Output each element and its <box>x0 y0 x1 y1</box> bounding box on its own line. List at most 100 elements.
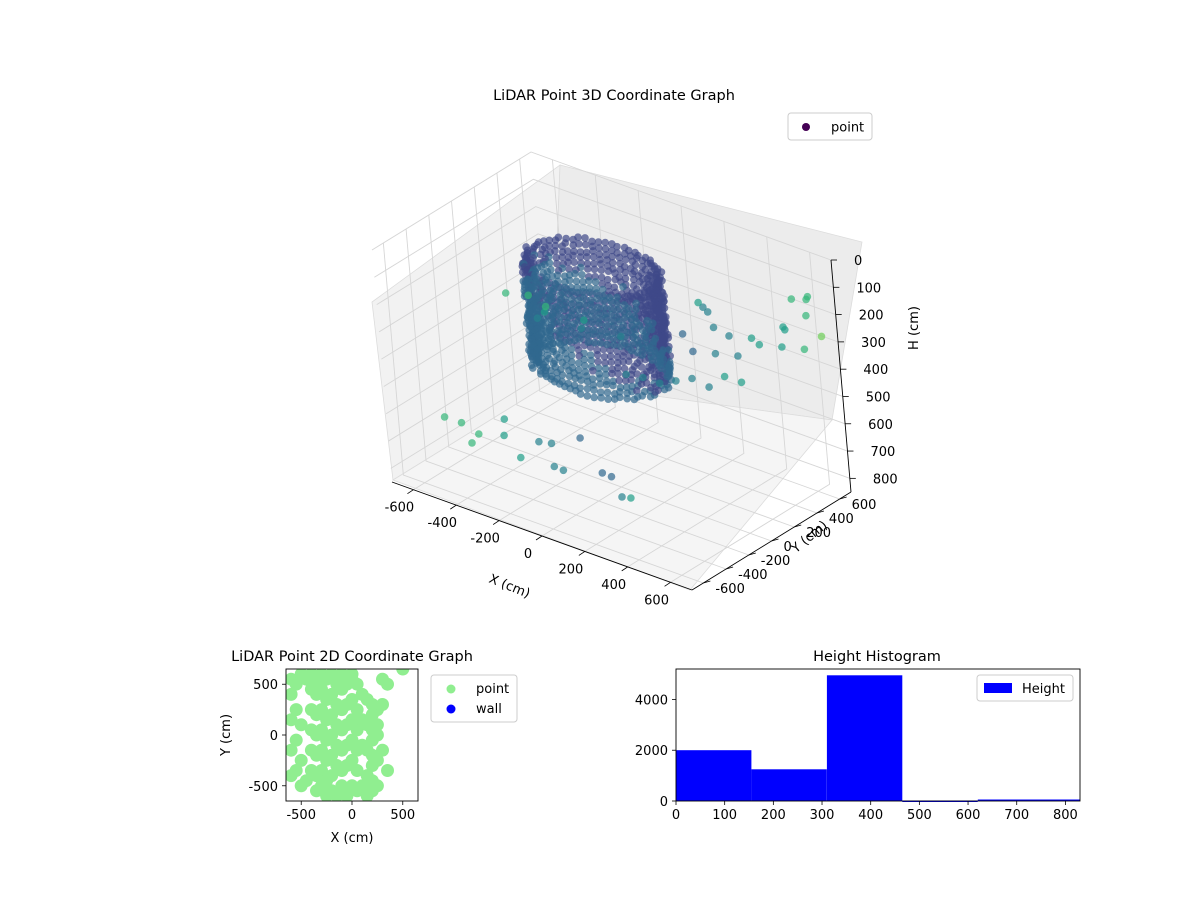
x-tick-3d <box>407 489 414 495</box>
point-3d <box>567 295 576 303</box>
point-3d <box>605 287 613 296</box>
point-3d <box>569 241 578 249</box>
point-3d <box>589 330 598 338</box>
legend-3d: point <box>787 112 873 141</box>
y-tick-label-3d: -200 <box>761 554 791 569</box>
point-3d <box>613 300 621 308</box>
z-tick-labels-3d: 0 100 200 300 400 500 600 700 800 <box>854 254 898 487</box>
x-tick-label-hist: 400 <box>858 808 883 823</box>
point-3d <box>622 255 630 264</box>
point-3d <box>581 234 589 242</box>
point-3d <box>590 338 599 347</box>
point-3d <box>577 324 586 333</box>
point-3d <box>565 265 573 273</box>
point-3d <box>628 257 637 266</box>
point-3d <box>597 260 605 268</box>
point-3d <box>755 340 764 349</box>
point-3d <box>620 250 629 258</box>
point-3d <box>664 346 673 354</box>
chart-2d-title: LiDAR Point 2D Coordinate Graph <box>231 649 473 665</box>
point-3d <box>559 466 568 475</box>
point-3d <box>618 493 626 501</box>
point-3d <box>694 298 702 307</box>
y-tick-label-3d: -600 <box>715 582 745 597</box>
point-3d <box>620 243 629 252</box>
point-2d <box>365 708 379 722</box>
point-3d <box>636 278 644 286</box>
point-3d <box>643 316 651 325</box>
legend-2d-marker-point <box>446 684 456 694</box>
point-2d <box>365 733 379 747</box>
x-tick-label-3d: -200 <box>470 532 500 547</box>
point-3d <box>699 303 707 312</box>
point-3d <box>596 332 604 340</box>
point-3d <box>602 370 610 379</box>
point-3d <box>633 370 641 378</box>
point-2d <box>294 779 308 793</box>
point-3d <box>632 299 640 308</box>
point-3d <box>501 289 510 297</box>
point-3d <box>573 288 581 297</box>
point-3d <box>593 351 602 359</box>
point-3d <box>629 333 638 341</box>
point-3d <box>616 393 624 402</box>
point-3d <box>597 273 606 282</box>
points-2d <box>286 669 410 801</box>
x-tick-label-3d: -600 <box>385 501 415 516</box>
point-3d <box>630 275 638 284</box>
point-3d <box>585 277 593 285</box>
grid-line-h <box>378 233 839 343</box>
point-3d <box>567 300 576 309</box>
point-3d <box>802 311 810 320</box>
point-2d <box>355 779 369 793</box>
point-2d <box>381 764 394 777</box>
point-3d <box>778 343 786 351</box>
point-3d <box>619 352 627 360</box>
point-3d <box>524 291 532 300</box>
point-3d <box>627 315 636 324</box>
point-3d <box>703 308 712 316</box>
point-2d <box>315 764 328 777</box>
y-tick-label-3d: -400 <box>738 568 768 583</box>
point-3d <box>709 323 718 332</box>
point-3d <box>579 278 587 286</box>
point-3d <box>570 330 578 338</box>
point-2d <box>340 789 354 801</box>
point-3d <box>576 253 585 261</box>
x-tick-3d <box>535 535 543 541</box>
point-3d <box>591 278 600 286</box>
point-2d <box>350 764 364 777</box>
x-tick-3d <box>578 551 586 556</box>
point-3d <box>647 352 655 361</box>
point-3d <box>590 259 598 268</box>
point-3d <box>580 355 589 364</box>
point-3d <box>603 332 611 341</box>
point-3d <box>649 337 658 346</box>
x-tick-label-hist: 700 <box>1004 808 1029 823</box>
point-3d <box>600 296 608 305</box>
point-2d <box>325 728 339 742</box>
y-tick-3d <box>794 524 802 528</box>
point-3d <box>608 322 617 330</box>
point-3d <box>628 321 636 330</box>
point-3d <box>600 353 609 361</box>
point-3d <box>627 376 635 384</box>
x-tick-label-2d: 0 <box>348 808 356 823</box>
point-3d <box>530 286 539 295</box>
point-2d <box>345 733 359 747</box>
point-3d <box>644 271 653 280</box>
point-3d <box>601 322 610 330</box>
y-tick-label-2d: -500 <box>248 780 278 795</box>
z-axis-line-3d <box>830 259 852 493</box>
point-3d <box>468 439 476 447</box>
point-3d <box>604 267 613 276</box>
point-3d <box>579 288 587 296</box>
point-3d <box>601 314 610 322</box>
grid-line-y <box>405 228 727 570</box>
point-2d <box>381 677 394 691</box>
point-3d <box>633 348 642 357</box>
x-tick-label-hist: 800 <box>1053 808 1078 823</box>
point-3d <box>550 462 559 471</box>
point-3d <box>440 413 449 421</box>
